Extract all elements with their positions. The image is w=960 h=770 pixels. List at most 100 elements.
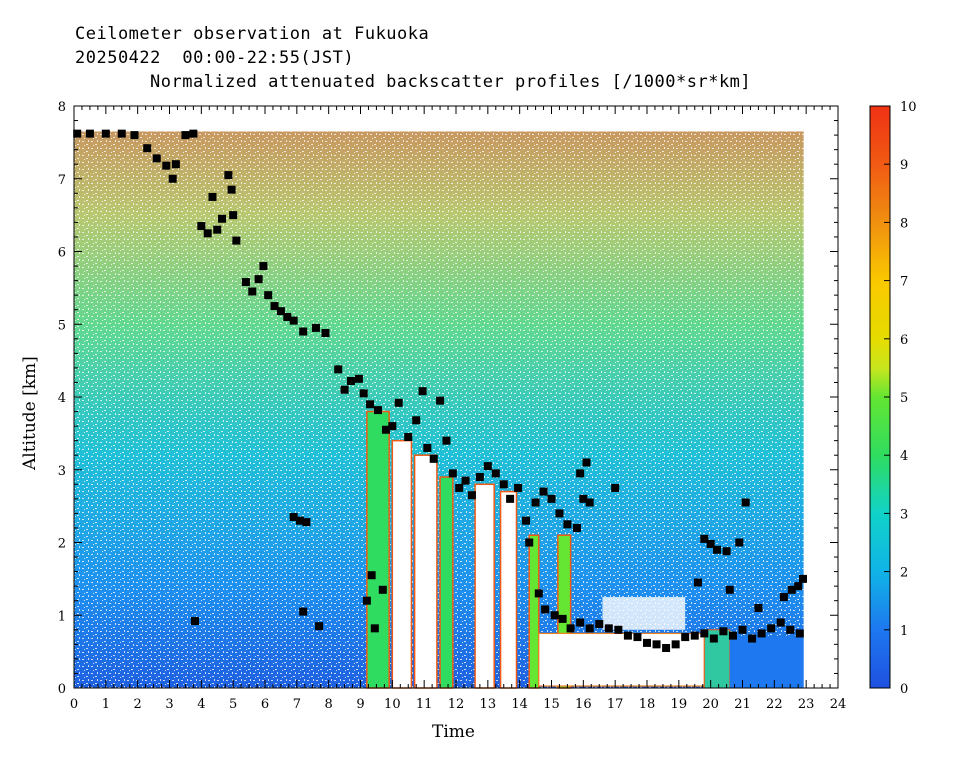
cloud-base-point: [595, 619, 604, 628]
cloud-base-point: [576, 618, 585, 627]
cloud-base-point: [152, 154, 161, 163]
cloud-base-point: [334, 365, 343, 374]
cloud-base-point: [218, 214, 227, 223]
cloud-base-point: [531, 498, 540, 507]
cloud-base-point: [643, 638, 651, 647]
x-tick-label: 8: [325, 697, 333, 712]
rain-shaft: [499, 490, 518, 689]
cloud-base-point: [289, 316, 298, 325]
cloud-base-point: [276, 307, 285, 316]
plot-axes: 0 1 2 3 4 5 6 7 8 9 10 11 12 13 14 15 16 17 18 19 20 21 22 23 24…: [58, 100, 847, 712]
cloud-base-point: [461, 476, 470, 485]
cloud-base-point: [555, 509, 564, 518]
rain-shaft: [366, 410, 390, 689]
rain-shaft: [474, 483, 495, 689]
chart-title-line1: Ceilometer observation at Fukuoka: [75, 24, 430, 44]
cloud-base-point: [283, 312, 292, 321]
cloud-base-point: [227, 185, 236, 194]
chart-title-line2: 20250422 00:00-22:55(JST): [75, 48, 355, 68]
cloud-base-point: [224, 171, 233, 180]
clear-gap: [602, 597, 686, 630]
colorbar-tick-label: 4: [900, 449, 908, 464]
cloud-base-point: [690, 631, 699, 640]
backscatter-field: [74, 131, 804, 689]
cloud-base-point: [741, 498, 750, 507]
cloud-base-point: [467, 491, 476, 500]
cloud-base-point: [259, 262, 268, 271]
cloud-base-point: [213, 225, 222, 234]
cloud-base-point: [367, 571, 376, 580]
x-tick-label: 24: [830, 697, 847, 712]
cloud-base-point: [558, 614, 567, 623]
cloud-base-point: [264, 291, 273, 300]
cloud-base-point: [706, 539, 715, 548]
rain-shaft: [413, 454, 438, 689]
cloud-base-point: [423, 443, 432, 452]
cloud-base-point: [566, 624, 575, 633]
colorbar-tick-label: 9: [900, 158, 908, 173]
cloud-base-point: [582, 458, 591, 467]
cloud-base-point: [85, 129, 94, 138]
cloud-base-point: [378, 585, 387, 594]
cloud-base-point: [798, 574, 807, 583]
cloud-base-point: [412, 416, 421, 425]
y-tick-label: 7: [58, 173, 66, 188]
rain-shaft: [391, 439, 413, 689]
cloud-base-point: [735, 538, 744, 547]
cloud-base-point: [394, 398, 403, 407]
x-tick-label: 22: [766, 697, 783, 712]
cloud-base-point: [754, 603, 763, 612]
cloud-base-point: [541, 605, 550, 614]
colorbar-tick-label: 3: [900, 507, 908, 522]
cloud-base-point: [483, 462, 492, 471]
late-boundary-layer: [729, 637, 804, 688]
cloud-base-point: [359, 389, 368, 398]
x-tick-label: 21: [734, 697, 751, 712]
x-tick-label: 15: [543, 697, 560, 712]
cloud-base-point: [585, 624, 594, 633]
cloud-base-point: [448, 469, 457, 478]
cloud-base-point: [700, 534, 709, 543]
cloud-base-point: [418, 387, 427, 396]
cloud-base-point: [299, 327, 308, 336]
cloud-base-point: [162, 161, 171, 170]
cloud-base-point: [73, 129, 82, 138]
cloud-base-point: [354, 374, 363, 383]
cloud-base-point: [563, 520, 572, 529]
cloud-base-point: [728, 631, 737, 640]
x-tick-label: 23: [798, 697, 815, 712]
cloud-base-point: [475, 473, 484, 482]
cloud-base-point: [190, 617, 199, 626]
y-tick-label: 0: [58, 682, 66, 697]
cloud-base-point: [547, 494, 556, 503]
cloud-base-point: [189, 129, 198, 138]
cloud-base-point: [722, 547, 731, 556]
cloud-base-point: [748, 634, 757, 643]
colorbar-tick-label: 8: [900, 216, 908, 231]
colorbar: 0 1 2 3 4 5 6 7 8 9 10: [869, 100, 917, 697]
cloud-base-point: [429, 454, 438, 463]
cloud-base-point: [370, 624, 379, 633]
y-tick-label: 8: [58, 100, 66, 115]
cloud-base-point: [299, 607, 308, 616]
cloud-base-point: [340, 385, 349, 394]
cloud-base-point: [652, 640, 661, 649]
x-tick-label: 5: [229, 697, 237, 712]
cloud-base-point: [572, 523, 581, 532]
y-tick-label: 1: [58, 609, 66, 624]
cloud-base-point: [700, 629, 709, 638]
x-tick-label: 11: [416, 697, 433, 712]
cloud-base-point: [534, 589, 543, 598]
x-tick-label: 2: [134, 697, 142, 712]
cloud-base-point: [289, 513, 298, 522]
cloud-base-point: [321, 328, 330, 337]
cloud-base-point: [662, 643, 671, 652]
cloud-base-point: [623, 631, 632, 640]
colorbar-tick-label: 6: [900, 333, 908, 348]
x-tick-label: 19: [671, 697, 688, 712]
x-tick-label: 17: [607, 697, 624, 712]
cloud-base-point: [241, 278, 250, 287]
cloud-base-point: [362, 596, 371, 605]
cloud-base-point: [442, 436, 451, 445]
